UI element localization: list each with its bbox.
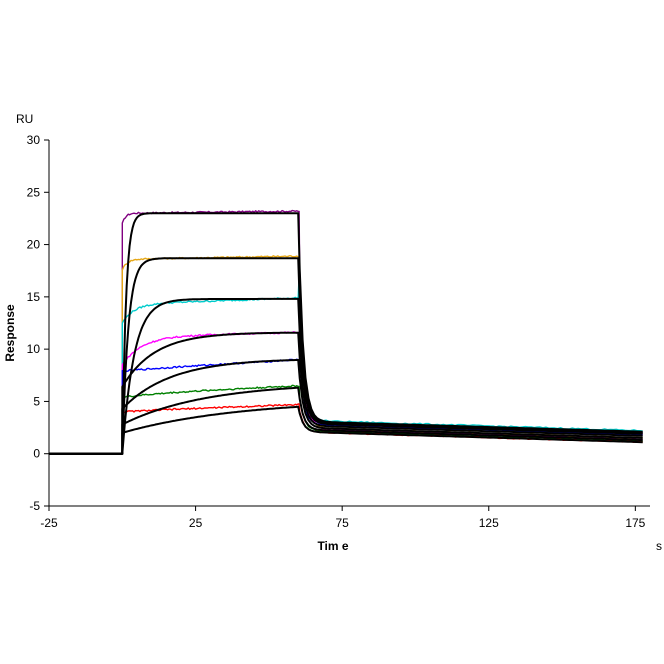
- x-tick-label: -25: [40, 516, 58, 530]
- fit-line-7: [49, 405, 643, 455]
- y-tick-label: 15: [27, 290, 41, 304]
- y-axis-title: Response: [3, 304, 17, 362]
- y-tick-label: -5: [29, 499, 40, 513]
- y-tick-label: 0: [33, 447, 40, 461]
- x-axis-title: Tim e: [317, 539, 348, 553]
- y-axis-ticks: -5 0 5 10 15 20 25 30: [27, 133, 49, 513]
- x-tick-label: 125: [479, 516, 499, 530]
- x-tick-label: 75: [335, 516, 349, 530]
- fit-curves: [49, 212, 643, 455]
- x-tick-label: 25: [189, 516, 203, 530]
- fit-line-6: [49, 386, 643, 455]
- fit-line-5: [49, 358, 643, 455]
- plot-area: -5 0 5 10 15 20 25 30 -25 25 75 125 175: [27, 133, 650, 530]
- y-tick-label: 10: [27, 342, 41, 356]
- x-tick-label: 175: [625, 516, 645, 530]
- y-tick-label: 5: [33, 394, 40, 408]
- y-unit-label: RU: [16, 112, 33, 126]
- x-unit-label: s: [656, 539, 662, 553]
- y-tick-label: 20: [27, 238, 41, 252]
- fit-line-2: [49, 257, 643, 455]
- fit-line-3: [49, 297, 643, 455]
- y-tick-label: 25: [27, 185, 41, 199]
- y-tick-label: 30: [27, 133, 41, 147]
- x-axis-ticks: -25 25 75 125 175: [40, 506, 646, 530]
- fit-line-4: [49, 331, 643, 455]
